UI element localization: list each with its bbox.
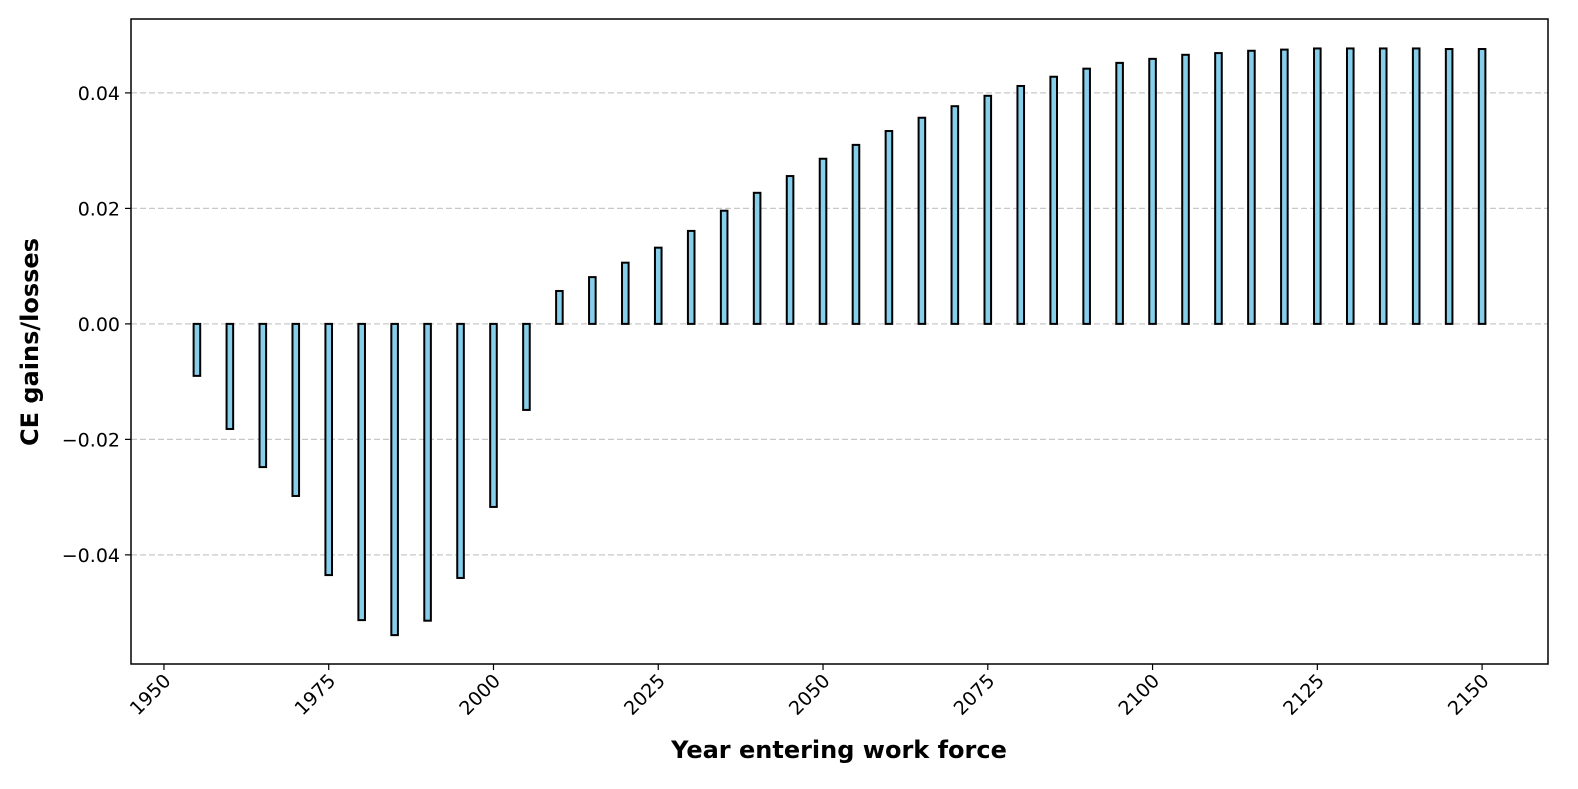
bar [653,246,663,325]
y-tick-label: −0.02 [62,429,120,451]
bar [1444,48,1454,325]
bar [522,322,531,411]
y-tick-label: 0.02 [78,198,120,220]
x-tick-label: 1975 [291,670,341,720]
bar [324,322,334,577]
bar [1115,61,1124,325]
bar [555,289,564,325]
bar [1247,49,1256,325]
bar [192,322,202,377]
bar [1313,47,1322,325]
bar [1280,48,1289,325]
x-tick-label: 2100 [1114,670,1164,720]
y-tick-label: −0.04 [62,545,120,567]
bar [851,143,861,325]
x-tick-label: 2150 [1444,670,1494,720]
bar [1345,47,1355,325]
bar [1378,47,1388,325]
bar [1049,75,1058,325]
x-tick-label: 1950 [126,670,176,720]
bar [291,322,301,497]
bar [950,105,960,325]
y-tick-label: 0.00 [78,314,120,336]
bar [1411,47,1421,325]
bar [1016,84,1026,325]
bar [456,322,465,579]
y-tick-label: 0.04 [78,83,120,105]
y-axis-title: CE gains/losses [16,238,44,446]
bar [1181,53,1190,325]
bar [1082,67,1091,325]
bar [489,322,498,508]
bar [686,229,696,325]
x-tick-label: 2075 [950,670,1000,720]
bar [423,322,432,622]
x-tick-label: 2125 [1279,670,1329,720]
bar [588,276,597,325]
bar [258,322,268,469]
x-tick-label: 2025 [620,670,670,720]
bar [357,322,366,622]
x-tick-label: 2050 [785,670,835,720]
bar [1148,57,1157,325]
bar [983,94,993,325]
bar [752,191,762,325]
bar [818,157,828,325]
x-tick-label: 2000 [455,670,505,720]
bar [719,209,729,325]
bar [1214,52,1223,325]
bar [785,175,795,325]
bar [390,322,399,637]
bar [621,261,630,325]
bar [225,322,235,430]
bar [917,116,927,325]
plot-frame [130,18,1549,665]
bar [1477,48,1487,325]
x-axis-title: Year entering work force [670,736,1007,764]
bar [884,130,894,325]
